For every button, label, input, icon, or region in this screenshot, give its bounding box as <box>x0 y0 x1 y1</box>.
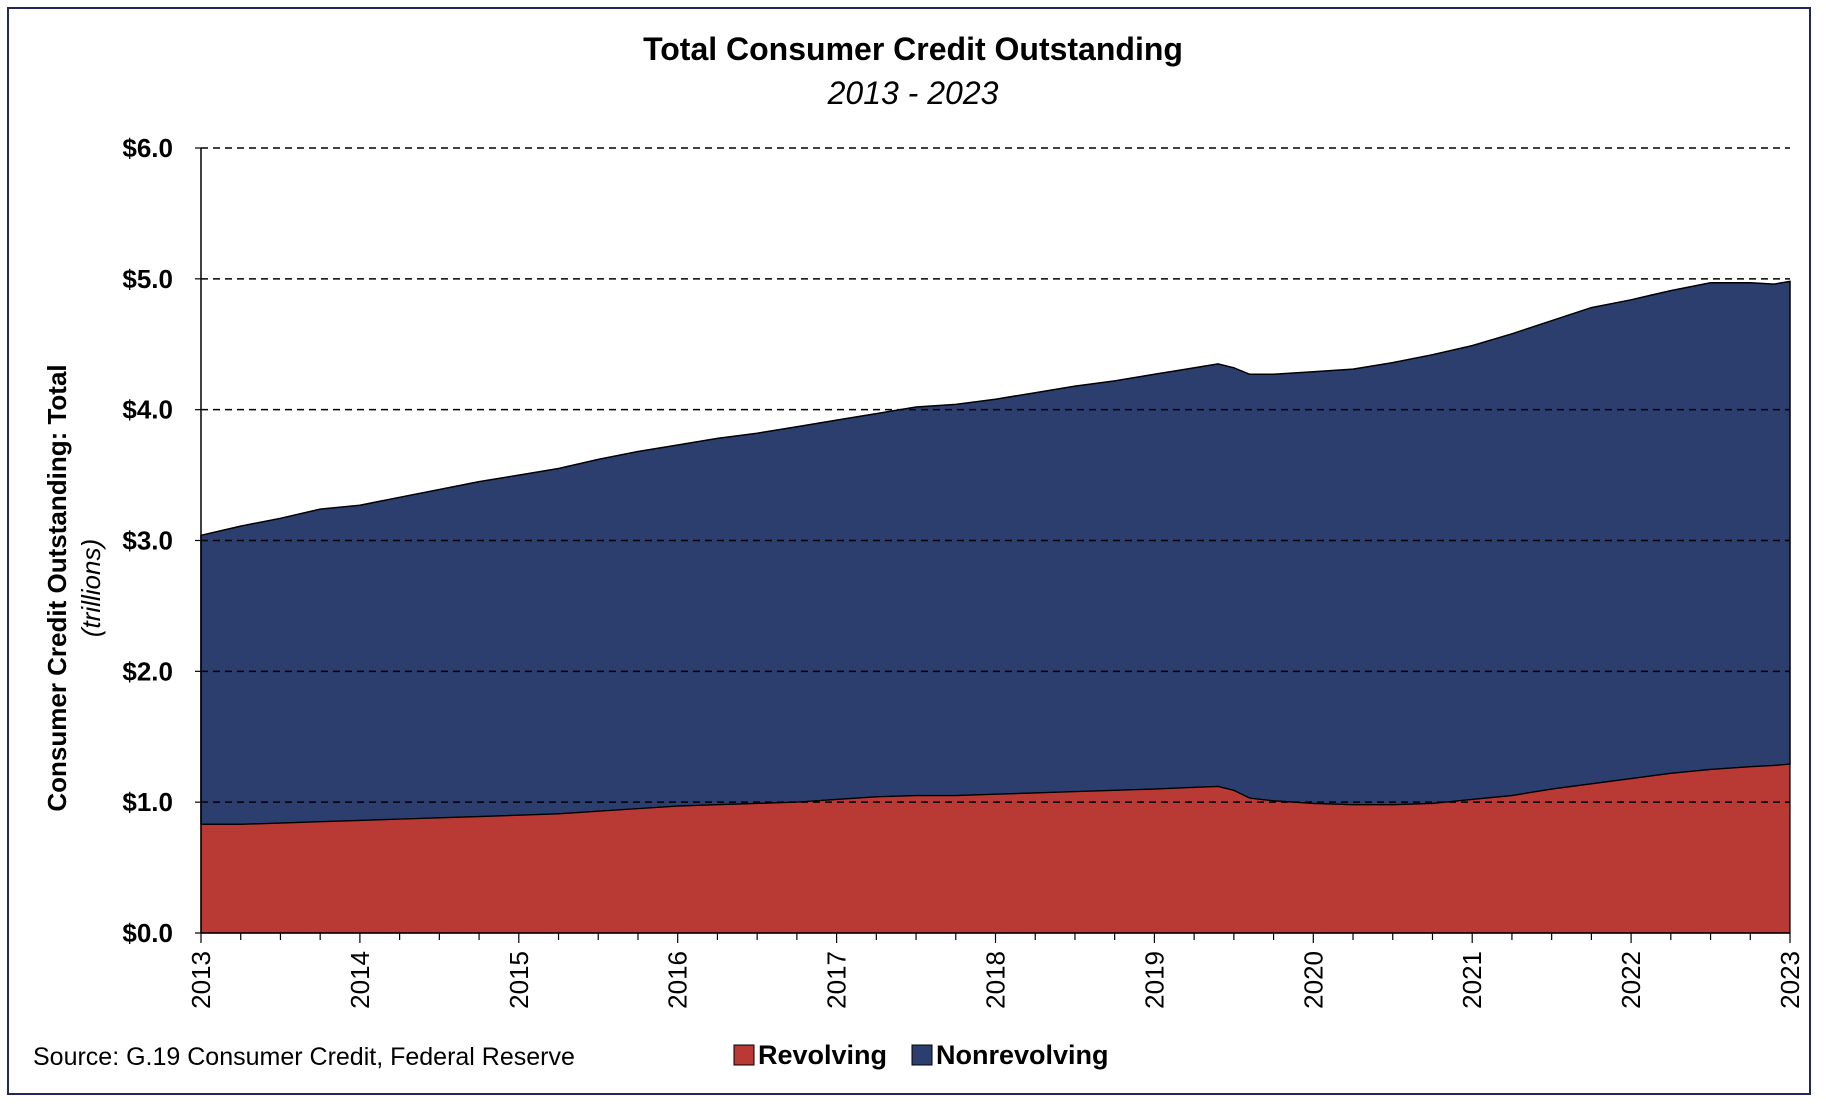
y-tick-label: $1.0 <box>122 787 173 817</box>
x-tick-label: 2015 <box>504 951 534 1009</box>
area-nonrevolving <box>200 280 1791 826</box>
y-tick-label: $6.0 <box>122 133 173 163</box>
plot-areas <box>200 280 1791 934</box>
x-tick-labels: 2013 2014 2015 2016 2017 2018 2019 2020 2021 2022… <box>186 951 1805 1009</box>
y-tick-label: $0.0 <box>122 918 173 948</box>
y-axis-label: Consumer Credit Outstanding: Total <box>42 364 72 811</box>
y-tick-label: $2.0 <box>122 656 173 686</box>
axes <box>195 147 1791 943</box>
gridlines <box>201 147 1790 803</box>
y-tick-label: $3.0 <box>122 526 173 556</box>
legend: Revolving Nonrevolving <box>733 1040 1109 1070</box>
x-tick-label: 2017 <box>822 951 852 1009</box>
x-tick-label: 2022 <box>1616 951 1646 1009</box>
x-tick-label: 2014 <box>345 951 375 1009</box>
y-axis-label-group: Consumer Credit Outstanding: Total (tril… <box>42 364 106 811</box>
x-tick-label: 2019 <box>1139 951 1169 1009</box>
area-revolving <box>200 763 1791 934</box>
y-tick-label: $5.0 <box>122 264 173 294</box>
chart-subtitle: 2013 - 2023 <box>827 75 999 111</box>
y-axis-unit: (trillions) <box>76 539 106 637</box>
x-tick-label: 2018 <box>981 951 1011 1009</box>
x-tick-label: 2021 <box>1457 951 1487 1009</box>
x-tick-label: 2020 <box>1298 951 1328 1009</box>
legend-swatch-nonrevolving <box>911 1044 933 1066</box>
chart-title: Total Consumer Credit Outstanding <box>643 31 1183 67</box>
source-note: Source: G.19 Consumer Credit, Federal Re… <box>33 1043 575 1071</box>
legend-label-revolving: Revolving <box>758 1040 887 1070</box>
legend-swatch-revolving <box>733 1044 755 1066</box>
y-tick-label: $4.0 <box>122 395 173 425</box>
y-tick-labels: $0.0 $1.0 $2.0 $3.0 $4.0 $5.0 $6.0 <box>122 133 173 948</box>
legend-label-nonrevolving: Nonrevolving <box>936 1040 1109 1070</box>
x-tick-label: 2016 <box>663 951 693 1009</box>
x-tick-label: 2013 <box>186 951 216 1009</box>
x-tick-label: 2023 <box>1775 951 1805 1009</box>
chart-frame <box>7 7 1811 1095</box>
